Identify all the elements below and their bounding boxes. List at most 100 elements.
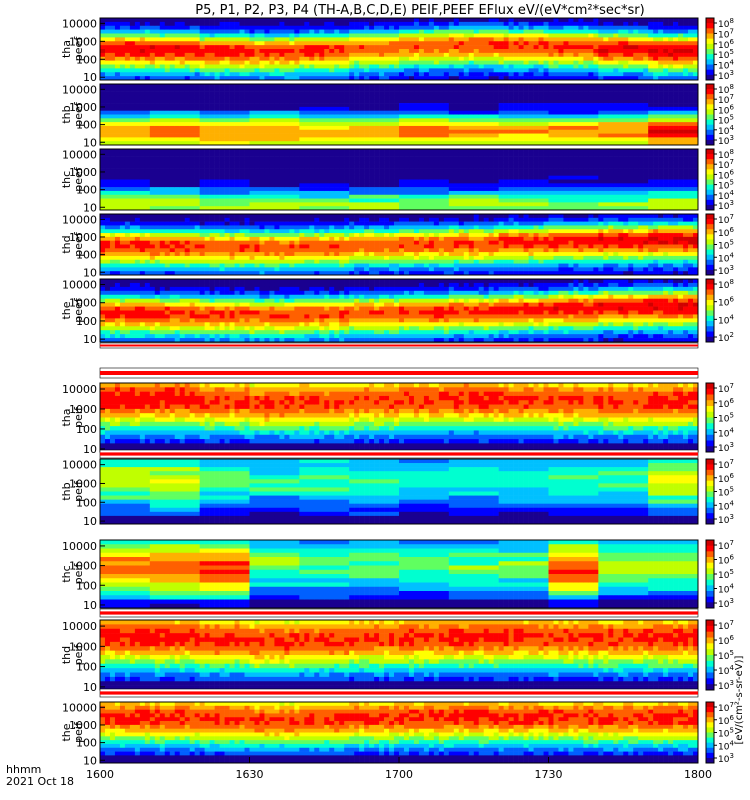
heat-cell <box>578 103 584 108</box>
heat-cell <box>119 110 126 115</box>
heat-cell <box>553 45 559 50</box>
heat-cell <box>578 37 584 42</box>
heat-cell <box>443 41 450 46</box>
heat-cell <box>239 99 245 104</box>
heat-cell <box>493 118 499 123</box>
heat-cell <box>518 41 524 46</box>
heat-cell <box>678 52 684 58</box>
heat-cell <box>648 95 654 100</box>
heat-cell <box>144 72 151 77</box>
heat-cell <box>204 76 210 81</box>
heat-cell <box>134 29 141 34</box>
heat-cell <box>219 171 225 176</box>
heat-cell <box>394 68 400 73</box>
heat-cell <box>104 179 111 184</box>
heat-cell <box>349 133 355 138</box>
heat-cell <box>658 72 664 77</box>
heat-cell <box>109 129 116 134</box>
heat-cell <box>319 179 325 184</box>
heat-cell <box>548 25 554 30</box>
heat-cell <box>259 206 265 211</box>
heat-cell <box>299 103 305 108</box>
heat-cell <box>269 152 275 157</box>
heat-cell <box>423 99 430 104</box>
heat-cell <box>144 156 151 161</box>
heat-cell <box>284 41 290 46</box>
heat-cell <box>508 37 514 42</box>
heat-cell <box>219 25 225 30</box>
heat-cell <box>274 137 280 142</box>
heat-cell <box>508 21 514 27</box>
heat-cell <box>294 41 300 46</box>
heat-cell <box>513 45 519 50</box>
heat-cell <box>354 21 360 27</box>
heat-cell <box>693 129 699 134</box>
heat-cell <box>663 91 669 96</box>
heat-cell <box>254 202 260 207</box>
heat-cell <box>693 84 699 89</box>
heat-cell <box>588 91 594 96</box>
heat-cell <box>274 141 280 146</box>
heat-cell <box>623 84 629 89</box>
heat-cell <box>299 95 305 100</box>
heat-cell <box>384 175 390 180</box>
heat-cell <box>204 168 210 173</box>
heat-cell <box>653 68 659 73</box>
heat-cell <box>374 64 380 69</box>
heat-cell <box>413 95 420 100</box>
heat-cell <box>214 99 220 104</box>
heat-cell <box>239 110 245 115</box>
heat-cell <box>369 33 375 38</box>
heat-cell <box>359 33 365 38</box>
heat-cell <box>134 49 141 54</box>
heat-cell <box>194 84 200 89</box>
heat-cell <box>448 137 455 142</box>
heat-cell <box>159 137 166 142</box>
heat-cell <box>598 133 604 138</box>
heat-cell <box>384 72 390 77</box>
heat-cell <box>219 206 225 211</box>
heat-cell <box>518 68 524 73</box>
heat-cell <box>334 122 340 127</box>
heat-cell <box>493 103 499 108</box>
heat-cell <box>289 25 295 30</box>
heat-cell <box>423 118 430 123</box>
heat-cell <box>104 198 111 203</box>
heat-cell <box>229 141 235 146</box>
heat-cell <box>100 125 106 131</box>
heat-cell <box>254 133 260 138</box>
heat-cell <box>224 25 230 30</box>
heat-cell <box>114 194 121 199</box>
heat-cell <box>528 141 534 146</box>
heat-cell <box>209 56 215 61</box>
heat-cell <box>139 133 146 138</box>
heat-cell <box>693 103 699 108</box>
heat-cell <box>264 91 270 96</box>
heat-cell <box>394 84 400 89</box>
heat-cell <box>184 95 190 100</box>
heat-cell <box>249 202 255 207</box>
heat-cell <box>289 45 295 50</box>
heat-cell <box>119 49 126 54</box>
heat-cell <box>628 41 634 46</box>
heat-cell <box>299 190 305 196</box>
heat-cell <box>304 21 310 27</box>
heat-cell <box>389 60 395 65</box>
heat-cell <box>379 149 385 154</box>
heat-cell <box>433 84 440 89</box>
heat-cell <box>179 21 186 27</box>
heat-cell <box>583 141 589 146</box>
heat-cell <box>279 52 285 58</box>
heat-cell <box>553 76 559 81</box>
heat-cell <box>463 84 470 89</box>
heat-cell <box>104 84 111 89</box>
heat-cell <box>623 29 629 34</box>
heat-cell <box>369 52 375 58</box>
heat-cell <box>244 45 250 50</box>
heat-cell <box>418 122 425 127</box>
heat-cell <box>339 25 345 30</box>
heat-cell <box>274 179 280 184</box>
heat-cell <box>628 103 634 108</box>
heat-cell <box>598 91 604 96</box>
heat-cell <box>453 125 460 131</box>
